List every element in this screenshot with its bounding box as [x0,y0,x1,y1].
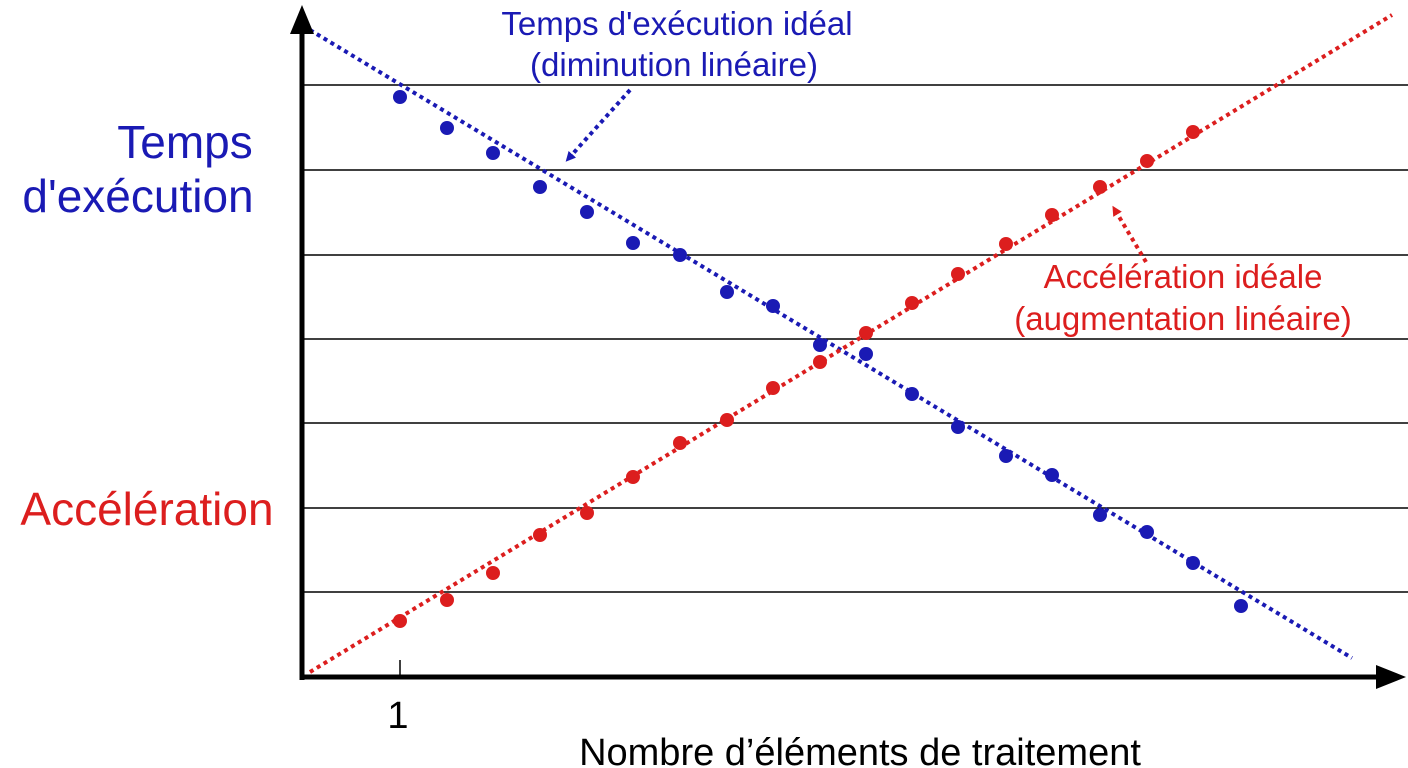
speedup-point [905,296,919,310]
time-point [1093,508,1107,522]
speedup-point [999,237,1013,251]
x-axis-label: Nombre d’éléments de traitement [579,732,1141,768]
time-point [1186,556,1200,570]
time-point [720,285,734,299]
speedup-point [580,506,594,520]
annotation: Temps d'exécution idéal [501,5,852,42]
time-point [486,146,500,160]
time-point [580,205,594,219]
annotation: Accélération idéale [1044,258,1323,295]
time-point [1140,525,1154,539]
points [393,90,1248,628]
time-point [440,121,454,135]
annotation: (diminution linéaire) [530,46,818,83]
time-point [951,420,965,434]
time-point [766,299,780,313]
time-point [905,387,919,401]
time-point [1234,599,1248,613]
speedup-point [1045,208,1059,222]
speedup-point [720,413,734,427]
speedup-point [1140,154,1154,168]
speedup-point [1186,125,1200,139]
time-point [533,180,547,194]
speedup-point [533,528,547,542]
annotation-arrow [1112,205,1148,264]
time-point [673,248,687,262]
speedup-point [813,355,827,369]
speedup-point [393,614,407,628]
annotation-arrow [565,88,632,162]
ideal-time-line [308,28,1354,660]
x-tick-label: 1 [387,695,408,737]
speedup-point [1093,180,1107,194]
speedup-point [626,470,640,484]
y-label-time: Temps [117,116,252,168]
annotation: (augmentation linéaire) [1014,300,1352,337]
speedup-point [440,593,454,607]
speedup-point [673,436,687,450]
speedup-point [951,267,965,281]
grid [302,84,1408,593]
speedup-point [766,381,780,395]
y-label-speedup: Accélération [20,483,273,535]
speedup-point [486,566,500,580]
time-point [859,347,873,361]
time-point [1045,468,1059,482]
time-point [999,449,1013,463]
y-label-time: d'exécution [22,170,253,222]
y-axis-arrow [290,5,314,34]
time-point [626,236,640,250]
time-point [393,90,407,104]
ideal-speedup-line [308,13,1394,674]
time-point [813,338,827,352]
x-axis-arrow [1376,665,1406,689]
speedup-point [859,326,873,340]
